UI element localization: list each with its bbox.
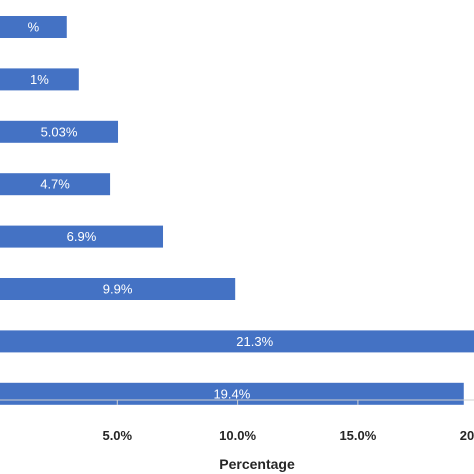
bar (0, 330, 474, 353)
bar (0, 120, 119, 143)
x-axis-title: Percentage (219, 456, 295, 472)
bar (0, 382, 464, 405)
bar-value-label: 9.9% (103, 282, 133, 297)
bar (0, 68, 79, 91)
x-tick-label: 5.0% (102, 428, 132, 443)
bar-value-label: 4.7% (40, 177, 70, 192)
bars-group: % 1% 5.03% 4.7% 6.9% 9.9% 21.3% 19.4% (0, 16, 474, 405)
bar-value-label: 5.03% (41, 124, 78, 139)
bar-value-label: 1% (30, 72, 49, 87)
bar (0, 278, 236, 300)
bar (0, 173, 111, 196)
x-tick-label: 20.0% (460, 428, 474, 443)
bar-value-label: % (28, 20, 40, 35)
x-tick-label: 10.0% (219, 428, 256, 443)
bar-value-label: 21.3% (236, 334, 273, 349)
bar-value-label: 6.9% (67, 229, 97, 244)
x-tick-label: 15.0% (339, 428, 376, 443)
bar (0, 16, 67, 38)
x-ticks-group: 5.0% 10.0% 15.0% 20.0% (102, 400, 474, 443)
bar-value-label: 19.4% (213, 386, 250, 401)
bar (0, 225, 164, 248)
